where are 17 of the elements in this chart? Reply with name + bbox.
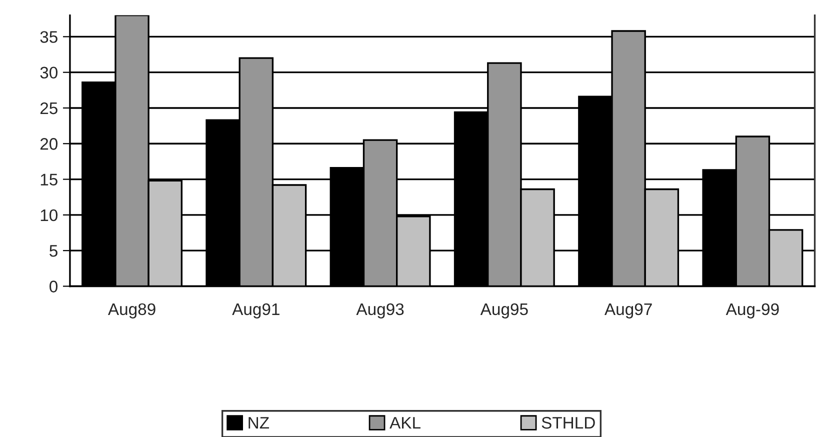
y-tick-label: 0 (50, 280, 58, 292)
legend-label: STHLD (542, 416, 595, 429)
x-tick-label: Aug93 (356, 303, 404, 318)
y-tick-label: 15 (40, 174, 58, 186)
x-tick-label: Aug-99 (726, 303, 779, 318)
y-tick-label: 5 (50, 245, 58, 257)
y-tick-label: 25 (40, 102, 58, 114)
y-tick-label: 20 (40, 138, 58, 150)
y-tick-label: 30 (40, 66, 58, 79)
x-tick-label: Aug97 (604, 303, 652, 318)
legend-label: NZ (248, 417, 270, 429)
y-tick-label: 10 (40, 209, 58, 222)
x-tick-label: Aug91 (232, 303, 280, 318)
y-tick-label: 35 (40, 31, 58, 43)
x-tick-label: Aug95 (480, 303, 528, 318)
legend-label: AKL (390, 417, 420, 429)
x-tick-label: Aug89 (108, 303, 156, 318)
